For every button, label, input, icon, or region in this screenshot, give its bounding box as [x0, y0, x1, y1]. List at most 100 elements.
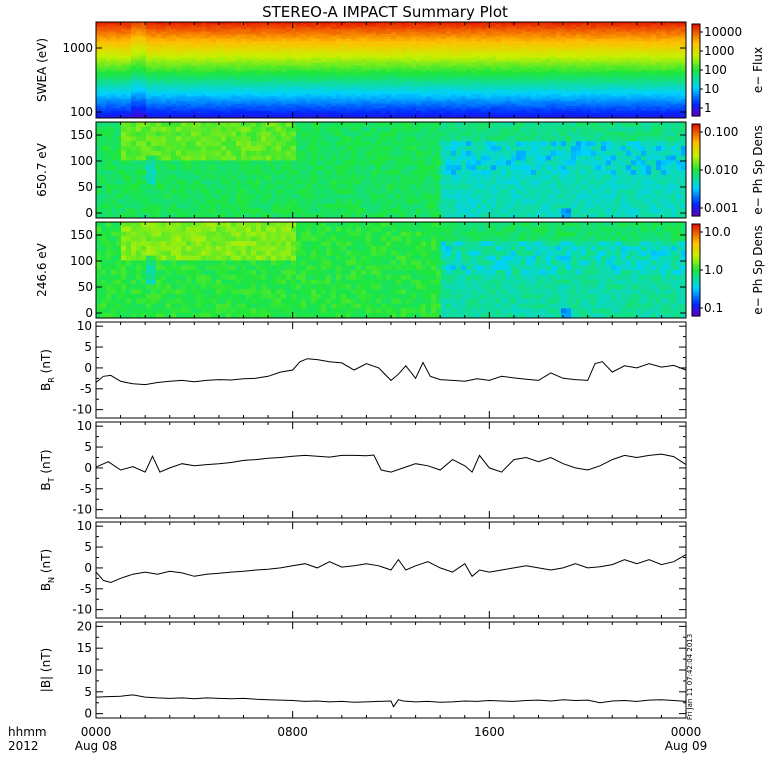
- heatmap-cell: [496, 48, 502, 52]
- heatmap-cell: [596, 103, 602, 107]
- heatmap-cell: [251, 67, 257, 71]
- heatmap-cell: [601, 46, 607, 49]
- heatmap-cell: [211, 67, 217, 71]
- heatmap-cell: [166, 55, 172, 59]
- heatmap-cell: [551, 50, 557, 54]
- heatmap-cell: [421, 58, 427, 61]
- heatmap-cell: [316, 108, 322, 112]
- heatmap-cell: [331, 77, 337, 81]
- heatmap-cell: [586, 26, 592, 30]
- heatmap-cell: [201, 72, 207, 76]
- heatmap-cell: [126, 115, 132, 118]
- heatmap-cell: [391, 31, 397, 35]
- heatmap-cell: [106, 89, 112, 93]
- heatmap-cell: [626, 106, 632, 109]
- heatmap-cell: [401, 74, 407, 78]
- heatmap-cell: [461, 89, 467, 93]
- heatmap-cell: [536, 43, 542, 47]
- heatmap-cell: [126, 48, 132, 52]
- heatmap-cell: [416, 22, 422, 25]
- heatmap-cell: [296, 41, 302, 45]
- heatmap-cell: [126, 31, 132, 35]
- heatmap-cell: [391, 72, 397, 76]
- heatmap-cell: [661, 41, 667, 45]
- heatmap-cell: [326, 77, 332, 81]
- heatmap-cell: [601, 60, 607, 64]
- heatmap-cell: [381, 24, 387, 28]
- heatmap-cell: [681, 113, 686, 117]
- heatmap-cell: [201, 101, 207, 105]
- heatmap-cell: [466, 53, 472, 57]
- heatmap-cell: [466, 50, 472, 54]
- heatmap-cell: [471, 55, 477, 59]
- heatmap-cell: [266, 46, 272, 49]
- heatmap-cell: [131, 174, 137, 181]
- heatmap-cell: [471, 38, 477, 42]
- heatmap-cell: [286, 79, 292, 83]
- heatmap-cell: [396, 43, 402, 47]
- heatmap-cell: [261, 84, 267, 88]
- heatmap-cell: [471, 29, 477, 33]
- heatmap-cell: [581, 62, 587, 66]
- heatmap-cell: [436, 26, 442, 30]
- heatmap-cell: [291, 46, 297, 49]
- heatmap-cell: [351, 31, 357, 35]
- heatmap-cell: [151, 77, 157, 81]
- heatmap-cell: [671, 91, 677, 95]
- heatmap-cell: [126, 213, 132, 218]
- heatmap-cell: [356, 110, 362, 114]
- heatmap-cell: [351, 65, 357, 69]
- heatmap-cell: [391, 70, 397, 73]
- heatmap-cell: [146, 115, 152, 118]
- heatmap-cell: [426, 24, 432, 28]
- heatmap-cell: [261, 113, 267, 117]
- heatmap-cell: [681, 89, 686, 93]
- heatmap-cell: [236, 72, 242, 76]
- heatmap-cell: [621, 31, 627, 35]
- heatmap-cell: [601, 36, 607, 40]
- heatmap-cell: [106, 108, 112, 112]
- heatmap-cell: [371, 38, 377, 42]
- heatmap-cell: [231, 70, 237, 73]
- heatmap-cell: [646, 38, 652, 42]
- heatmap-cell: [496, 53, 502, 57]
- heatmap-cell: [581, 84, 587, 88]
- heatmap-cell: [431, 94, 437, 97]
- heatmap-cell: [486, 70, 492, 73]
- heatmap-cell: [546, 110, 552, 114]
- heatmap-cell: [501, 110, 507, 114]
- heatmap-cell: [561, 36, 567, 40]
- heatmap-cell: [361, 67, 367, 71]
- heatmap-cell: [476, 74, 482, 78]
- heatmap-cell: [161, 94, 167, 97]
- heatmap-cell: [601, 65, 607, 69]
- heatmap-cell: [411, 79, 417, 83]
- heatmap-cell: [371, 48, 377, 52]
- heatmap-cell: [101, 141, 107, 147]
- heatmap-cell: [406, 31, 412, 35]
- heatmap-cell: [376, 31, 382, 35]
- heatmap-cell: [211, 22, 217, 25]
- heatmap-cell: [406, 55, 412, 59]
- heatmap-cell: [551, 103, 557, 107]
- heatmap-cell: [101, 155, 107, 161]
- heatmap-cell: [346, 67, 352, 71]
- heatmap-cell: [101, 34, 107, 37]
- heatmap-cell: [466, 74, 472, 78]
- heatmap-cell: [386, 46, 392, 49]
- heatmap-cell: [426, 26, 432, 30]
- heatmap-cell: [316, 74, 322, 78]
- heatmap-cell: [121, 89, 127, 93]
- heatmap-cell: [591, 24, 597, 28]
- heatmap-cell: [426, 84, 432, 88]
- heatmap-cell: [326, 106, 332, 109]
- heatmap-cell: [171, 41, 177, 45]
- heatmap-cell: [241, 24, 247, 28]
- heatmap-cell: [561, 84, 567, 88]
- heatmap-cell: [366, 86, 372, 90]
- heatmap-cell: [341, 48, 347, 52]
- heatmap-cell: [96, 189, 102, 195]
- heatmap-cell: [171, 36, 177, 40]
- heatmap-cell: [136, 96, 142, 100]
- heatmap-cell: [276, 82, 282, 85]
